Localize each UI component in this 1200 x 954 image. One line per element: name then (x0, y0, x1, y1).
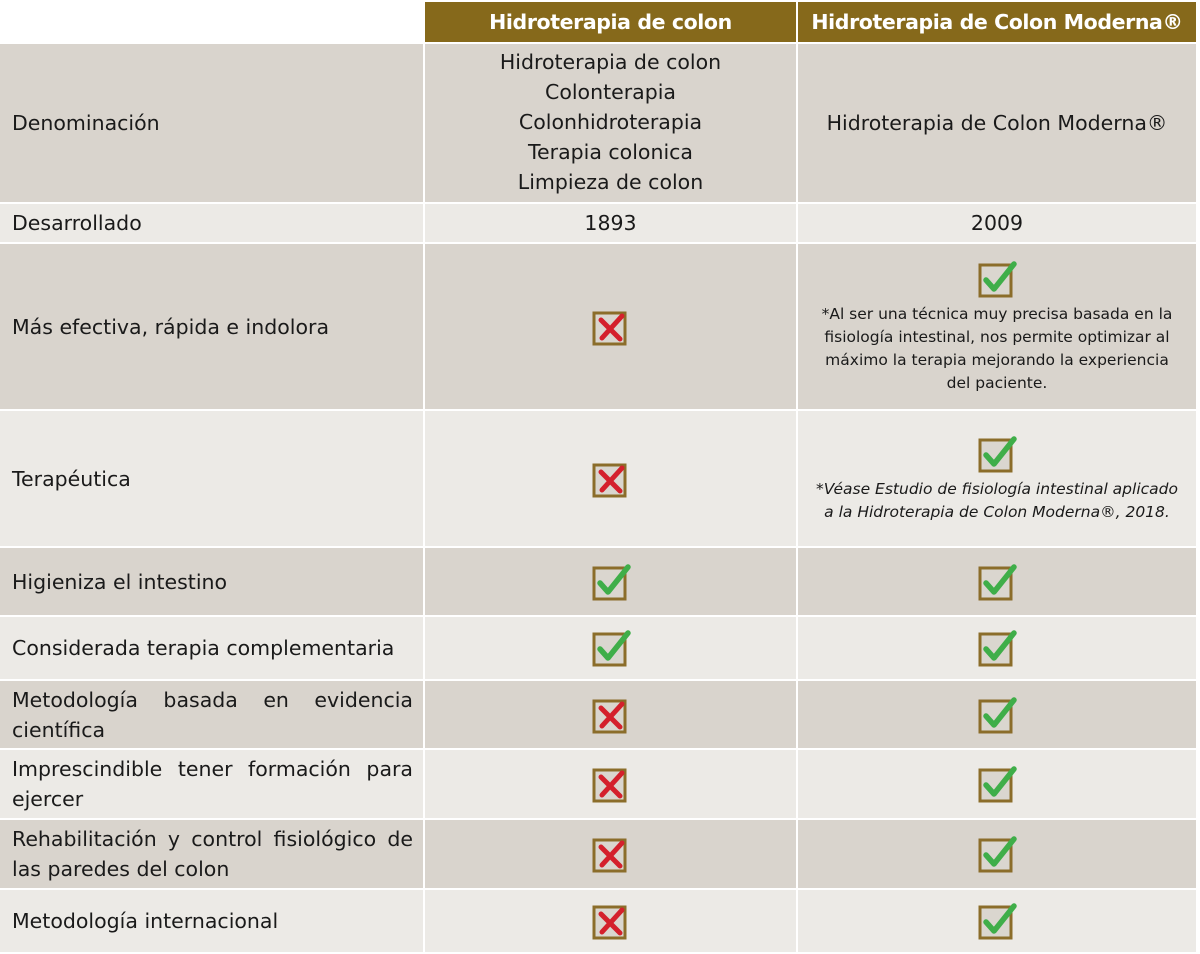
green-checkmark-in-box-icon (977, 834, 1017, 874)
table-row: Metodología basada en evidencia científi… (0, 681, 1198, 750)
header-col1: Hidroterapia de colon (425, 0, 798, 44)
col2-status (798, 617, 1198, 681)
col1-year: 1893 (425, 204, 798, 244)
table-row: Desarrollado 1893 2009 (0, 204, 1198, 244)
table-row: Terapéutica *Véase Estudio de fisiología… (0, 411, 1198, 548)
col2-status (798, 548, 1198, 617)
green-checkmark-in-box-icon (591, 628, 631, 668)
col2-status (798, 890, 1198, 954)
name-line: Limpieza de colon (517, 170, 704, 194)
col1-status (425, 890, 798, 954)
col2-status (798, 820, 1198, 890)
table-row: Higieniza el intestino (0, 548, 1198, 617)
green-checkmark-in-box-icon (977, 259, 1017, 299)
col1-status (425, 244, 798, 411)
col2-status: *Véase Estudio de fisiología intestinal … (798, 411, 1198, 548)
green-checkmark-in-box-icon (977, 695, 1017, 735)
row-label: Imprescindible tener formación para ejer… (0, 750, 425, 820)
green-checkmark-in-box-icon (591, 562, 631, 602)
col1-status (425, 820, 798, 890)
col2-year: 2009 (798, 204, 1198, 244)
red-x-in-box-icon (591, 834, 631, 874)
table-row: Imprescindible tener formación para ejer… (0, 750, 1198, 820)
header-empty-cell (0, 0, 425, 44)
row-label: Metodología internacional (0, 890, 425, 954)
red-x-in-box-icon (591, 695, 631, 735)
col2-status (798, 681, 1198, 750)
row-label: Desarrollado (0, 204, 425, 244)
green-checkmark-in-box-icon (977, 901, 1017, 941)
name-line: Colonterapia (545, 80, 676, 104)
row-label: Higieniza el intestino (0, 548, 425, 617)
table-row: Metodología internacional (0, 890, 1198, 954)
row-label: Metodología basada en evidencia científi… (0, 681, 425, 750)
table-row: Considerada terapia complementaria (0, 617, 1198, 681)
header-row: Hidroterapia de colon Hidroterapia de Co… (0, 0, 1198, 44)
green-checkmark-in-box-icon (977, 434, 1017, 474)
col2-note: *Al ser una técnica muy precisa basada e… (821, 304, 1173, 392)
col2-status (798, 750, 1198, 820)
col1-status (425, 411, 798, 548)
row-label: Rehabilitación y control fisiológico de … (0, 820, 425, 890)
header-col2: Hidroterapia de Colon Moderna® (798, 0, 1198, 44)
red-x-in-box-icon (591, 901, 631, 941)
col1-names: Hidroterapia de colon Colonterapia Colon… (425, 44, 798, 204)
row-label: Denominación (0, 44, 425, 204)
table-row: Denominación Hidroterapia de colon Colon… (0, 44, 1198, 204)
red-x-in-box-icon (591, 307, 631, 347)
red-x-in-box-icon (591, 764, 631, 804)
name-line: Terapia colonica (527, 140, 693, 164)
col2-name: Hidroterapia de Colon Moderna® (798, 44, 1198, 204)
row-label: Más efectiva, rápida e indolora (0, 244, 425, 411)
green-checkmark-in-box-icon (977, 764, 1017, 804)
row-label: Terapéutica (0, 411, 425, 548)
red-x-in-box-icon (591, 459, 631, 499)
name-line: Colonhidroterapia (518, 110, 703, 134)
col2-status: *Al ser una técnica muy precisa basada e… (798, 244, 1198, 411)
col2-note: *Véase Estudio de fisiología intestinal … (816, 479, 1178, 521)
row-label: Considerada terapia complementaria (0, 617, 425, 681)
table-row: Rehabilitación y control fisiológico de … (0, 820, 1198, 890)
col1-status (425, 681, 798, 750)
col1-status (425, 750, 798, 820)
green-checkmark-in-box-icon (977, 628, 1017, 668)
table-row: Más efectiva, rápida e indolora *Al ser … (0, 244, 1198, 411)
col1-status (425, 548, 798, 617)
name-line: Hidroterapia de colon (499, 50, 722, 74)
green-checkmark-in-box-icon (977, 562, 1017, 602)
col1-status (425, 617, 798, 681)
